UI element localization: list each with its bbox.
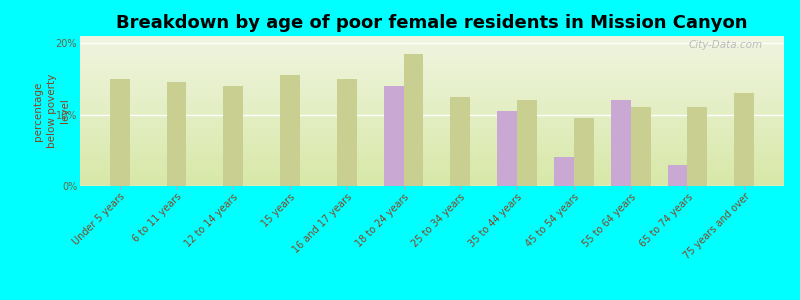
- Bar: [280, 75, 300, 186]
- Bar: [404, 54, 423, 186]
- Bar: [337, 79, 357, 186]
- Bar: [223, 86, 243, 186]
- Bar: [734, 93, 754, 186]
- Y-axis label: percentage
below poverty
level: percentage below poverty level: [34, 74, 70, 148]
- Title: Breakdown by age of poor female residents in Mission Canyon: Breakdown by age of poor female resident…: [116, 14, 748, 32]
- Bar: [110, 79, 130, 186]
- Bar: [498, 111, 517, 186]
- Bar: [166, 82, 186, 186]
- Bar: [687, 107, 707, 186]
- Bar: [630, 107, 650, 186]
- Bar: [574, 118, 594, 186]
- Bar: [517, 100, 537, 186]
- Bar: [384, 86, 404, 186]
- Bar: [668, 165, 687, 186]
- Text: City-Data.com: City-Data.com: [689, 40, 763, 50]
- Bar: [611, 100, 630, 186]
- Bar: [450, 97, 470, 186]
- Bar: [554, 158, 574, 186]
